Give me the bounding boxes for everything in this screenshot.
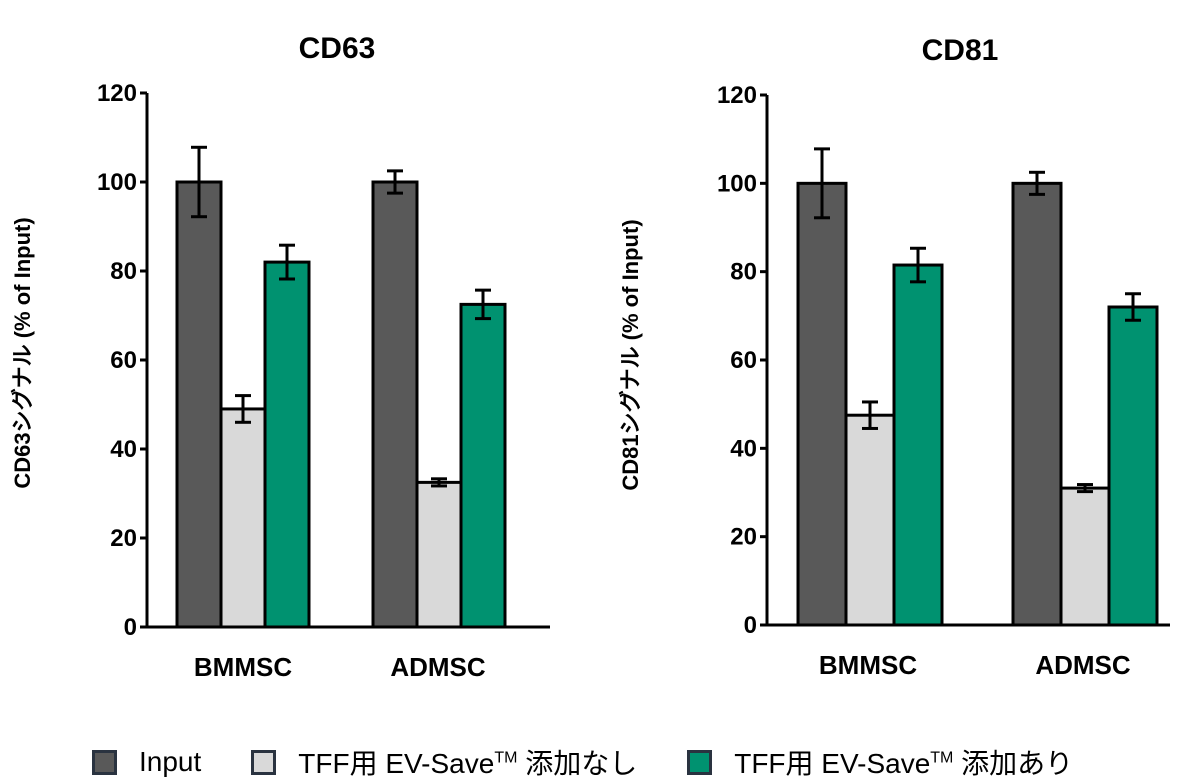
error-bar-input-bmmsc bbox=[814, 147, 830, 220]
bar-input-bmmsc bbox=[796, 181, 848, 627]
y-tick-label: 80 bbox=[110, 258, 137, 285]
error-bar-no-additive-admsc bbox=[431, 477, 447, 488]
y-tick-label: 100 bbox=[97, 169, 137, 196]
y-tick-label: 20 bbox=[110, 525, 137, 552]
y-tick-label: 120 bbox=[717, 82, 757, 109]
bar-no-additive-bmmsc bbox=[844, 413, 896, 627]
y-axis-label: CD81シグナル (% of Input) bbox=[618, 219, 643, 490]
bar-input-admsc bbox=[371, 180, 419, 629]
y-tick-label: 0 bbox=[124, 614, 137, 641]
y-tick-label: 40 bbox=[110, 436, 137, 463]
x-category-label: BMMSC bbox=[819, 650, 917, 680]
y-tick-label: 80 bbox=[730, 259, 757, 286]
x-category-label: ADMSC bbox=[390, 652, 486, 682]
legend-item-no-additive: TFF用 EV-SaveTM 添加なし bbox=[251, 742, 637, 782]
chart-title: CD63 bbox=[299, 32, 376, 65]
bar-with-additive-admsc bbox=[459, 302, 507, 629]
error-bar-no-additive-bmmsc bbox=[862, 400, 878, 430]
y-tick-label: 40 bbox=[730, 435, 757, 462]
y-tick-label: 120 bbox=[97, 80, 137, 107]
legend-swatch-input bbox=[92, 749, 117, 775]
bar-with-additive-admsc bbox=[1107, 305, 1159, 627]
legend-item-input: Input bbox=[92, 746, 201, 778]
legend: Input TFF用 EV-SaveTM 添加なし TFF用 EV-SaveTM… bbox=[92, 742, 1192, 782]
legend-swatch-with-additive bbox=[687, 749, 713, 775]
error-bar-input-admsc bbox=[387, 169, 403, 195]
bar-with-additive-bmmsc bbox=[263, 260, 311, 629]
bar-with-additive-bmmsc bbox=[892, 263, 944, 627]
bar-input-admsc bbox=[1011, 181, 1063, 627]
legend-label-input: Input bbox=[139, 746, 202, 777]
legend-label-with-additive: TFF用 EV-SaveTM 添加あり bbox=[734, 748, 1074, 779]
bar-no-additive-bmmsc bbox=[219, 407, 267, 629]
legend-item-with-additive: TFF用 EV-SaveTM 添加あり bbox=[687, 742, 1073, 782]
error-bar-with-additive-admsc bbox=[475, 288, 491, 321]
y-tick-label: 60 bbox=[110, 347, 137, 374]
error-bar-input-admsc bbox=[1029, 170, 1045, 196]
bar-no-additive-admsc bbox=[415, 480, 463, 629]
y-tick-label: 100 bbox=[717, 170, 757, 197]
x-category-label: BMMSC bbox=[194, 652, 292, 682]
y-tick-label: 60 bbox=[730, 347, 757, 374]
legend-swatch-no-additive bbox=[251, 749, 277, 775]
error-bar-no-additive-bmmsc bbox=[235, 394, 251, 424]
error-bar-with-additive-bmmsc bbox=[910, 246, 926, 284]
error-bar-with-additive-bmmsc bbox=[279, 243, 295, 281]
cd63-chart: CD63 CD63シグナル (% of Input) 0 20 40 60 80 100 120… bbox=[10, 32, 550, 682]
bar-input-bmmsc bbox=[175, 180, 223, 629]
bar-no-additive-admsc bbox=[1059, 486, 1111, 627]
error-bar-no-additive-admsc bbox=[1077, 483, 1093, 494]
y-axis-label: CD63シグナル (% of Input) bbox=[10, 217, 35, 488]
x-category-label: ADMSC bbox=[1035, 650, 1131, 680]
legend-label-no-additive: TFF用 EV-SaveTM 添加なし bbox=[298, 748, 638, 779]
cd81-chart: CD81 CD81シグナル (% of Input) 0 20 40 60 80 100 120… bbox=[618, 34, 1170, 680]
error-bar-with-additive-admsc bbox=[1125, 292, 1141, 322]
error-bar-input-bmmsc bbox=[191, 145, 207, 219]
y-tick-label: 20 bbox=[730, 524, 757, 551]
chart-title: CD81 bbox=[922, 34, 999, 67]
y-tick-label: 0 bbox=[744, 612, 757, 639]
